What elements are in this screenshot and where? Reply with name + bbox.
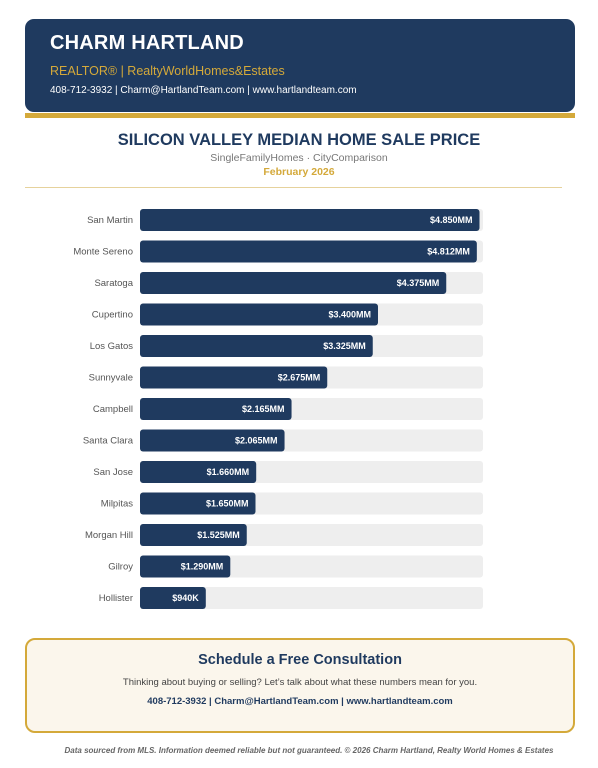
bar bbox=[140, 524, 247, 546]
bar-label: Milpitas bbox=[101, 499, 133, 510]
header-divider bbox=[25, 113, 575, 118]
bar-label: Monte Sereno bbox=[73, 247, 133, 258]
bar bbox=[140, 366, 328, 389]
bar bbox=[140, 587, 206, 609]
bar-track bbox=[140, 587, 483, 609]
bar-value-label: $3.400MM bbox=[328, 310, 371, 320]
bar-label: Los Gatos bbox=[90, 341, 134, 352]
bar-value-label: $3.325MM bbox=[323, 341, 366, 351]
bar bbox=[140, 429, 285, 452]
bar-label: Campbell bbox=[93, 404, 133, 415]
bar-value-label: $1.660MM bbox=[207, 467, 250, 477]
bar-value-label: $2.165MM bbox=[242, 404, 285, 414]
bar-value-label: $1.290MM bbox=[181, 562, 224, 572]
agent-contact: 408-712-3932 | Charm@HartlandTeam.com | … bbox=[50, 85, 357, 96]
bar-value-label: $2.675MM bbox=[278, 373, 321, 383]
bar-value-label: $4.850MM bbox=[430, 215, 473, 225]
bar bbox=[140, 240, 477, 263]
bar-label: Gilroy bbox=[108, 562, 133, 573]
bar-value-label: $4.375MM bbox=[397, 278, 440, 288]
chart-titles: SILICON VALLEY MEDIAN HOME SALE PRICE Si… bbox=[0, 131, 598, 178]
cta-heading: Schedule a Free Consultation bbox=[198, 652, 402, 668]
chart-date: February 2026 bbox=[263, 166, 335, 178]
bar-value-label: $1.650MM bbox=[206, 499, 249, 509]
bar bbox=[140, 555, 231, 578]
bar-label: Cupertino bbox=[92, 310, 133, 321]
bar-label: San Jose bbox=[93, 467, 133, 478]
bar-label: Sunnyvale bbox=[89, 373, 133, 384]
chart-subtitle: SingleFamilyHomes · CityComparison bbox=[210, 152, 388, 164]
bar-value-label: $1.525MM bbox=[197, 530, 240, 540]
disclaimer-footer: Data sourced from MLS. Information deeme… bbox=[64, 746, 554, 755]
cta-contact: 408-712-3932 | Charm@HartlandTeam.com | … bbox=[147, 696, 453, 707]
bar-label: Hollister bbox=[99, 593, 133, 604]
bar bbox=[140, 303, 378, 326]
bar-chart: San Martin $4.850MM Monte Sereno $4.812MM Sa… bbox=[73, 209, 483, 609]
bar-label: San Martin bbox=[87, 215, 133, 226]
bar-value-label: $2.065MM bbox=[235, 436, 278, 446]
bar-label: Santa Clara bbox=[83, 436, 134, 447]
bar-label: Saratoga bbox=[94, 278, 133, 289]
bar-value-label: $940K bbox=[172, 593, 199, 603]
title-divider bbox=[25, 187, 562, 188]
bar bbox=[140, 461, 257, 483]
bar-value-label: $4.812MM bbox=[427, 247, 470, 257]
bar bbox=[140, 335, 373, 357]
agent-header: CHARM HARTLAND REALTOR® | RealtyWorldHom… bbox=[25, 19, 575, 112]
agent-role: REALTOR® | RealtyWorldHomes&Estates bbox=[50, 64, 285, 78]
bar bbox=[140, 272, 447, 294]
bar bbox=[140, 209, 480, 231]
chart-title: SILICON VALLEY MEDIAN HOME SALE PRICE bbox=[117, 131, 481, 149]
consultation-box: Schedule a Free Consultation Thinking ab… bbox=[25, 638, 575, 733]
bar-label: Morgan Hill bbox=[85, 530, 133, 541]
bar bbox=[140, 492, 256, 515]
bar bbox=[140, 398, 292, 420]
cta-description: Thinking about buying or selling? Let’s … bbox=[122, 677, 478, 688]
agent-name: CHARM HARTLAND bbox=[50, 32, 244, 54]
